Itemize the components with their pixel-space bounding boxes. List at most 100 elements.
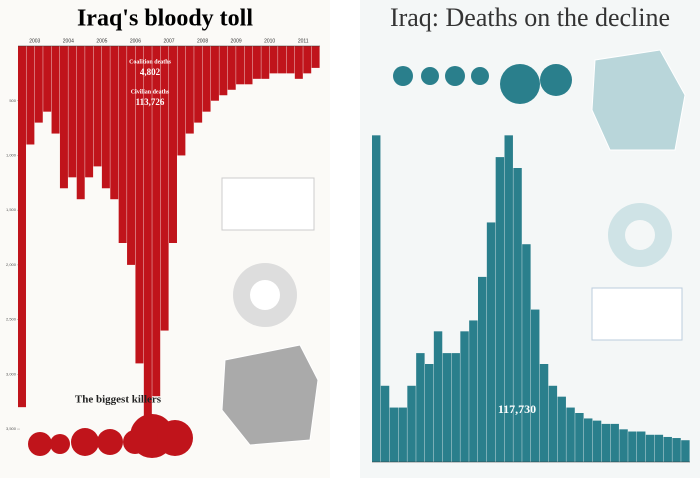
bar (59, 46, 68, 189)
bar (278, 46, 287, 74)
donut-hole (625, 220, 655, 250)
map (591, 49, 686, 151)
bar (76, 46, 85, 200)
x-tick-label: 2010 (264, 38, 275, 44)
bar (294, 46, 303, 79)
bar (34, 46, 43, 123)
x-tick-label: 2009 (231, 38, 242, 44)
bar (522, 244, 531, 462)
killer-circle (71, 428, 99, 456)
y-tick-label: 500 (9, 98, 16, 103)
bar (160, 46, 169, 331)
y-tick-label: 1,000 (6, 153, 17, 158)
bar (43, 46, 52, 112)
killer-circle (157, 420, 193, 456)
donut-hole (250, 280, 280, 310)
annotation: 113,726 (136, 97, 165, 107)
bar (654, 434, 664, 462)
bar (416, 353, 425, 462)
y-tick-label: 2,000 (6, 262, 17, 267)
bar (26, 46, 35, 145)
bar (169, 46, 177, 243)
x-tick-label: 2011 (298, 38, 309, 44)
bar (101, 46, 110, 189)
bar (143, 46, 152, 419)
bar (469, 320, 478, 462)
bar (93, 46, 102, 167)
bar (127, 46, 136, 265)
killer-circle (393, 66, 413, 86)
killer-circle (28, 432, 52, 456)
bar (202, 46, 211, 112)
bar (486, 222, 496, 462)
bar (118, 46, 127, 243)
bar (219, 46, 228, 96)
bar (236, 46, 245, 85)
y-tick-label: 1,500 (6, 207, 17, 212)
annotation: The biggest killers (75, 394, 162, 406)
killer-circle (50, 434, 70, 454)
x-tick-label: 2006 (130, 38, 141, 44)
bar (372, 135, 381, 463)
x-tick-label: 2004 (63, 38, 74, 44)
annotation: 4,802 (140, 67, 161, 77)
bar (261, 46, 270, 79)
bar (425, 364, 434, 462)
bar (194, 46, 203, 123)
bar (177, 46, 186, 156)
bar (68, 46, 77, 178)
killer-circle (540, 64, 572, 96)
x-tick-label: 2005 (96, 38, 107, 44)
bar (152, 46, 161, 397)
bar (610, 423, 619, 462)
bar (451, 353, 460, 462)
bar (478, 276, 487, 462)
x-tick-label: 2007 (163, 38, 174, 44)
x-tick-label: 2008 (197, 38, 208, 44)
bar (210, 46, 219, 101)
bar (460, 331, 469, 462)
annotation: Coalition deaths (129, 59, 172, 65)
bar (227, 46, 236, 90)
bar (442, 353, 452, 462)
bar (513, 168, 522, 462)
bar (584, 418, 593, 462)
bar (85, 46, 94, 178)
troops-box (221, 177, 315, 231)
map (221, 344, 319, 446)
bar (303, 46, 312, 74)
bar (619, 429, 628, 462)
bar (663, 436, 672, 462)
killer-circle (97, 429, 123, 455)
bar (637, 431, 646, 462)
bar (51, 46, 60, 134)
bar (244, 46, 253, 85)
annotation: 117,730 (498, 402, 536, 416)
bar (531, 309, 540, 462)
bar (539, 364, 549, 462)
bar (389, 407, 399, 462)
annotation: Civilian deaths (131, 89, 170, 95)
bar (135, 46, 144, 364)
killer-circle (500, 64, 540, 104)
killer-circle (471, 67, 489, 85)
bar (407, 385, 416, 462)
bar (672, 438, 681, 462)
bar (504, 135, 513, 463)
left-title: Iraq's bloody toll (77, 6, 253, 32)
killer-circle (445, 66, 465, 86)
bar (269, 46, 278, 74)
bar (628, 431, 637, 462)
bar (380, 385, 390, 462)
bar (548, 385, 558, 462)
y-tick-label: 3,000 (6, 371, 17, 376)
killer-circle (421, 67, 439, 85)
x-tick-label: 2003 (29, 38, 40, 44)
bar (398, 407, 407, 462)
y-tick-label: 2,500 (6, 317, 17, 322)
troops-box (591, 287, 683, 341)
bar (433, 331, 443, 462)
bar (557, 396, 566, 462)
